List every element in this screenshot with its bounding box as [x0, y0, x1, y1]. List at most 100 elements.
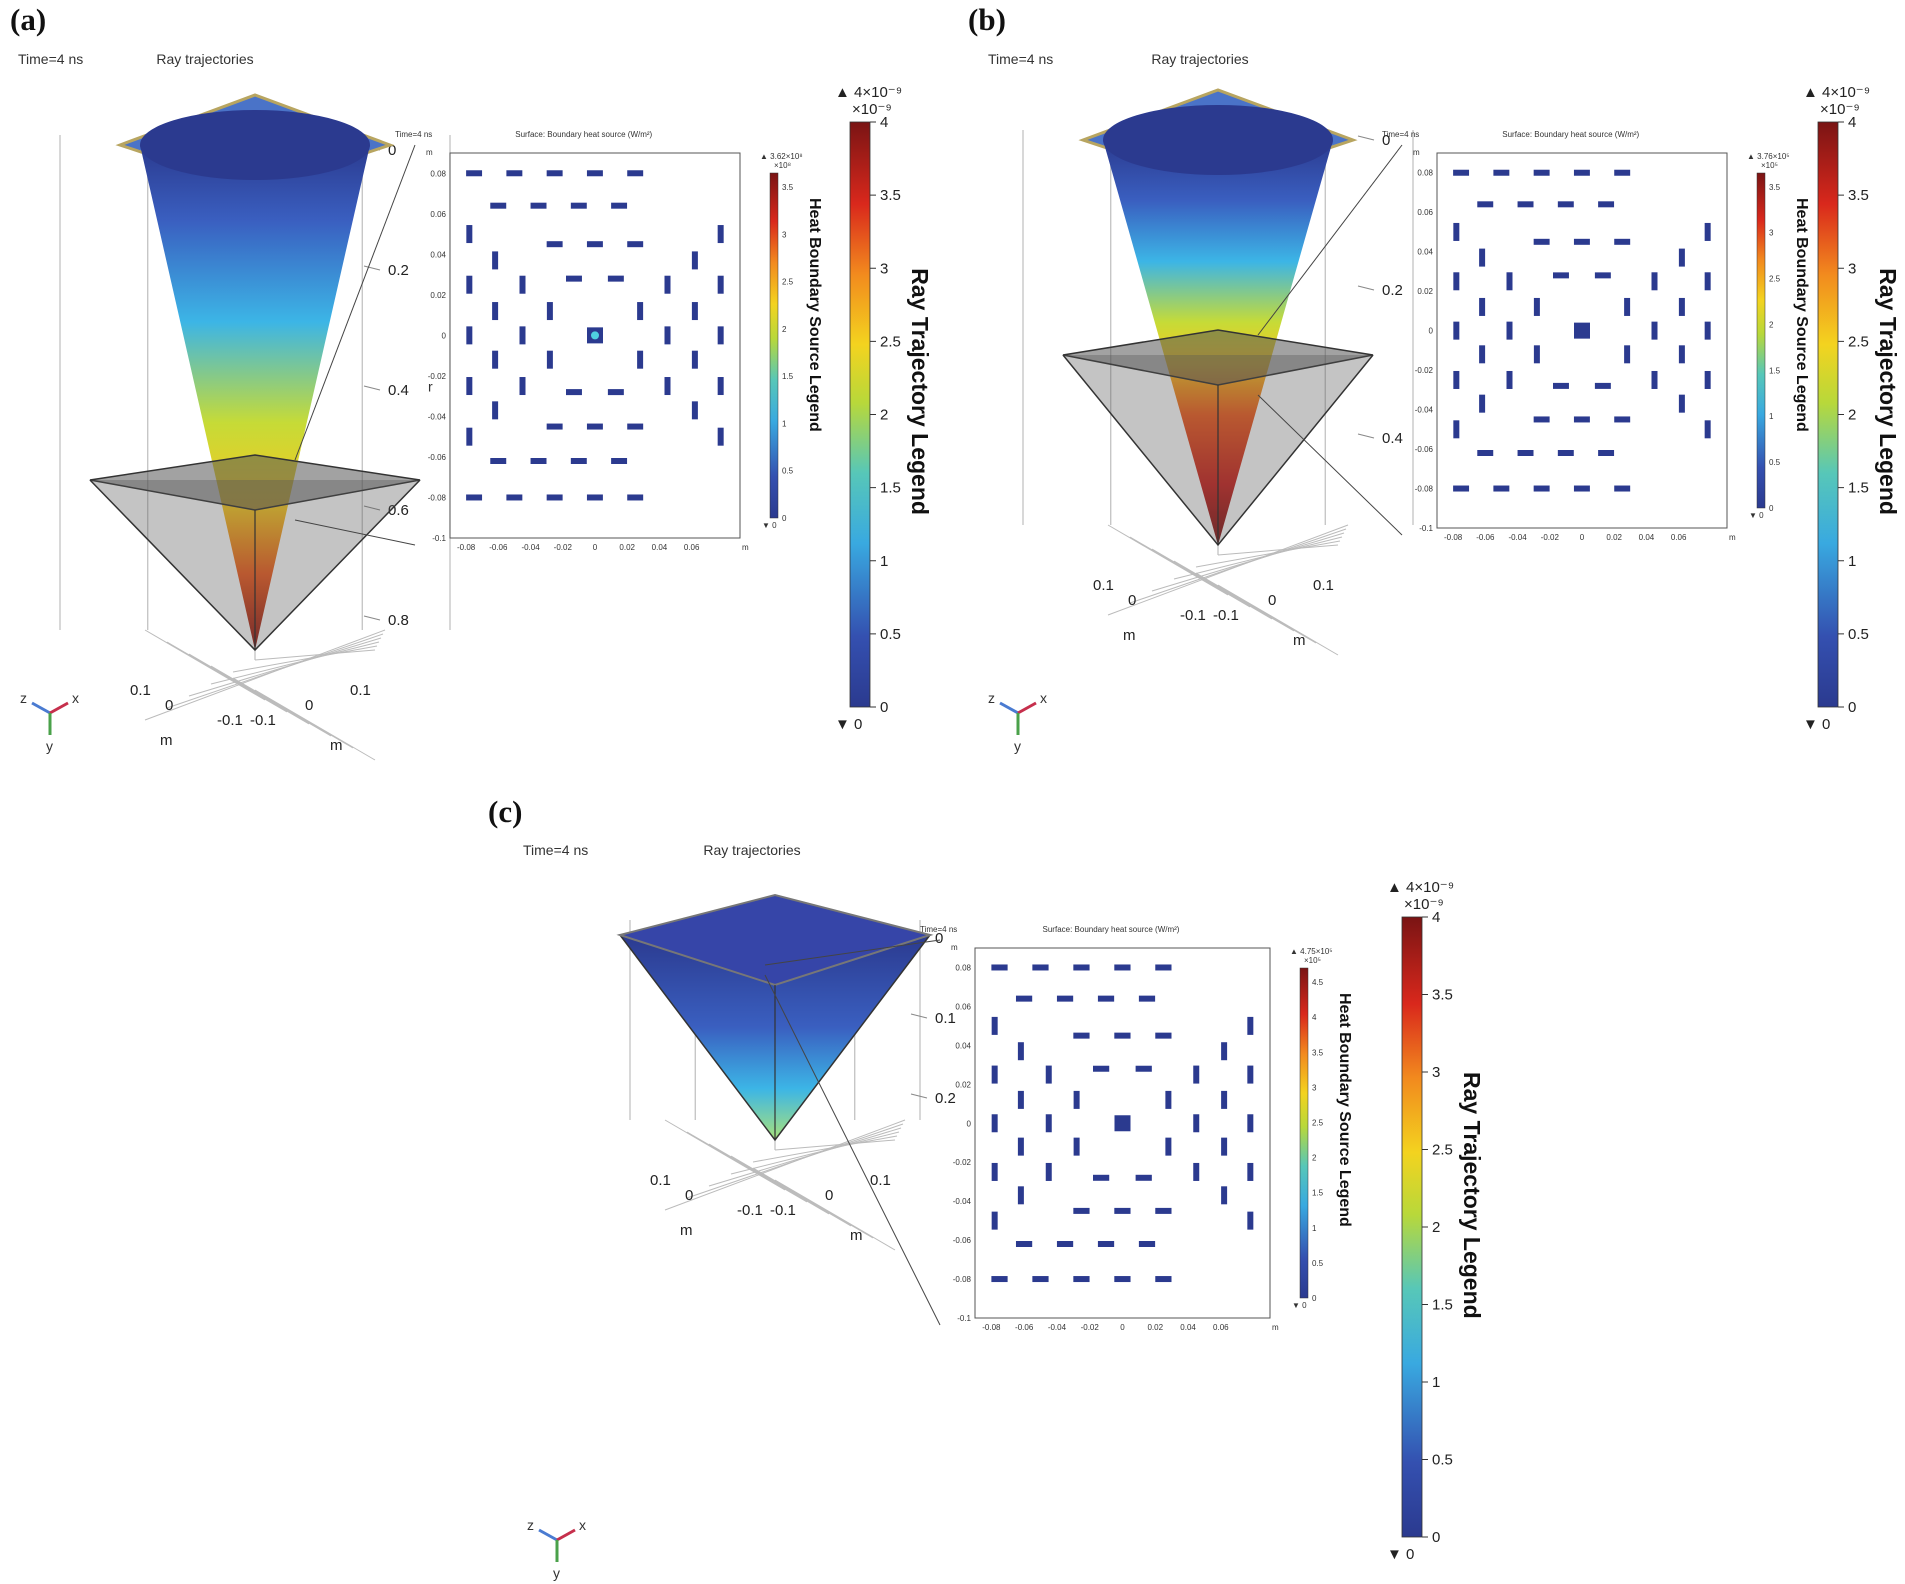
heat-marker — [1135, 1174, 1152, 1181]
heat-marker — [991, 1162, 998, 1181]
axis-unit-label: m — [680, 1222, 693, 1239]
inset-y-tick: -0.02 — [428, 372, 447, 381]
heat-marker — [1247, 1114, 1254, 1133]
base-tick-label: -0.1 — [770, 1202, 796, 1219]
ray-colorbar — [849, 121, 871, 708]
ray-legend: ▲ 4×10⁻⁹×10⁻⁹4 3.5 3 2.5 2 1.5 1 0.5 0 ▼ 0 Ray Tra… — [835, 84, 933, 733]
base-tick-label: 0 — [305, 697, 313, 714]
ray-legend-tick: 4 — [1432, 909, 1440, 926]
inset-legend-tick: 2.5 — [1769, 275, 1781, 284]
grid-line — [254, 649, 376, 661]
axis-unit-label: m — [160, 732, 173, 749]
heat-marker — [466, 377, 473, 396]
heat-source-inset: Time=4 ns Surface: Boundary heat source (… — [1382, 130, 1810, 542]
heat-marker — [1678, 394, 1685, 413]
panel-label: (a) — [10, 2, 46, 37]
inset-legend-tick: 1 — [1769, 412, 1774, 421]
heat-marker — [1557, 201, 1574, 208]
heat-marker — [1614, 238, 1631, 245]
inset-x-tick: -0.06 — [1015, 1323, 1034, 1332]
base-tick-label: 0.1 — [350, 682, 371, 699]
heat-marker — [627, 170, 644, 177]
heat-marker — [1056, 1241, 1074, 1247]
grid-line — [1107, 524, 1229, 596]
heat-marker — [1093, 1174, 1110, 1181]
heat-marker — [1598, 450, 1615, 456]
axis-unit-label: m — [1123, 627, 1136, 644]
heat-marker — [1573, 238, 1590, 245]
ray-legend-multiplier: ×10⁻⁹ — [1820, 101, 1860, 118]
ray-legend-title: Ray Trajectory Legend — [907, 268, 933, 515]
heat-marker — [1479, 297, 1486, 316]
heat-marker — [1704, 420, 1711, 439]
inset-y-tick: -0.1 — [1419, 524, 1433, 533]
heat-marker — [1017, 1137, 1024, 1156]
heat-marker — [1573, 485, 1590, 492]
inset-y-tick: 0.08 — [1417, 169, 1433, 178]
heat-marker — [1477, 201, 1494, 208]
inset-legend-mult: ×10⁵ — [1761, 161, 1778, 170]
inset-x-unit: m — [742, 543, 749, 552]
inset-legend-min: ▼ 0 — [1749, 511, 1764, 520]
inset-x-tick: 0.02 — [1147, 1323, 1163, 1332]
inset-legend-tick: 4 — [1312, 1013, 1317, 1022]
heat-marker — [1114, 964, 1131, 971]
heat-marker — [546, 423, 563, 430]
heat-marker — [991, 1065, 998, 1084]
inset-legend-tick: 3 — [782, 230, 787, 239]
inset-x-tick: 0.04 — [1180, 1323, 1196, 1332]
inset-colorbar — [769, 172, 779, 519]
inset-y-tick: 0.02 — [430, 291, 446, 300]
heat-marker — [717, 275, 724, 294]
inset-legend-min: ▼ 0 — [762, 521, 777, 530]
inset-y-tick: -0.04 — [953, 1197, 972, 1206]
heat-marker — [1247, 1162, 1254, 1181]
inset-time-label: Time=4 ns — [920, 925, 957, 934]
heat-marker — [1533, 238, 1550, 245]
inset-y-tick: 0.06 — [955, 1002, 971, 1011]
heat-marker — [1453, 485, 1470, 492]
grid-line — [1173, 560, 1295, 632]
inset-side-label: r — [428, 379, 433, 395]
inset-legend-max: ▲ 4.75×10⁵ — [1290, 947, 1333, 956]
ray-legend-tick: 2 — [1432, 1219, 1440, 1236]
heat-marker — [1624, 297, 1631, 316]
grid-line — [730, 1131, 900, 1175]
ray-legend-tick: 3.5 — [880, 187, 901, 204]
inset-legend-tick: 3.5 — [1312, 1048, 1324, 1057]
grid-line — [1195, 540, 1341, 568]
ray-legend-tick: 3.5 — [1848, 187, 1869, 204]
depth-tick-mark — [910, 1013, 928, 1019]
heat-marker — [637, 302, 644, 321]
depth-tick-label: 0.2 — [935, 1090, 956, 1107]
heat-marker — [1594, 382, 1611, 389]
heat-marker — [506, 170, 523, 177]
triad-x-arrow — [1017, 701, 1037, 715]
heat-marker — [1598, 201, 1615, 208]
cone-top-ellipse — [140, 110, 370, 180]
inset-time-label: Time=4 ns — [395, 130, 432, 139]
grid-line — [144, 629, 386, 721]
inset-x-tick: -0.02 — [554, 543, 573, 552]
heat-marker — [1506, 321, 1513, 340]
grid-line — [774, 1179, 896, 1251]
heat-marker — [1032, 1276, 1049, 1283]
heat-marker — [1614, 485, 1631, 492]
center-marker — [1114, 1115, 1131, 1132]
heat-marker — [1193, 1162, 1200, 1181]
inset-legend-tick: 1.5 — [782, 372, 794, 381]
ray-legend-tick: 1 — [1848, 553, 1856, 570]
ray-legend-multiplier: ×10⁻⁹ — [852, 101, 892, 118]
base-tick-label: 0.1 — [1313, 577, 1334, 594]
base-tick-label: -0.1 — [217, 712, 243, 729]
heat-marker — [1553, 272, 1569, 279]
heat-marker — [991, 1211, 998, 1230]
triad-z-label: z — [20, 690, 27, 706]
base-tick-label: 0.1 — [650, 1172, 671, 1189]
ray-legend-tick: 4 — [880, 114, 888, 131]
inset-legend-tick: 2 — [782, 325, 787, 334]
heat-marker — [1247, 1016, 1254, 1035]
inset-legend-tick: 0 — [1769, 504, 1774, 513]
heat-marker — [1517, 450, 1534, 456]
